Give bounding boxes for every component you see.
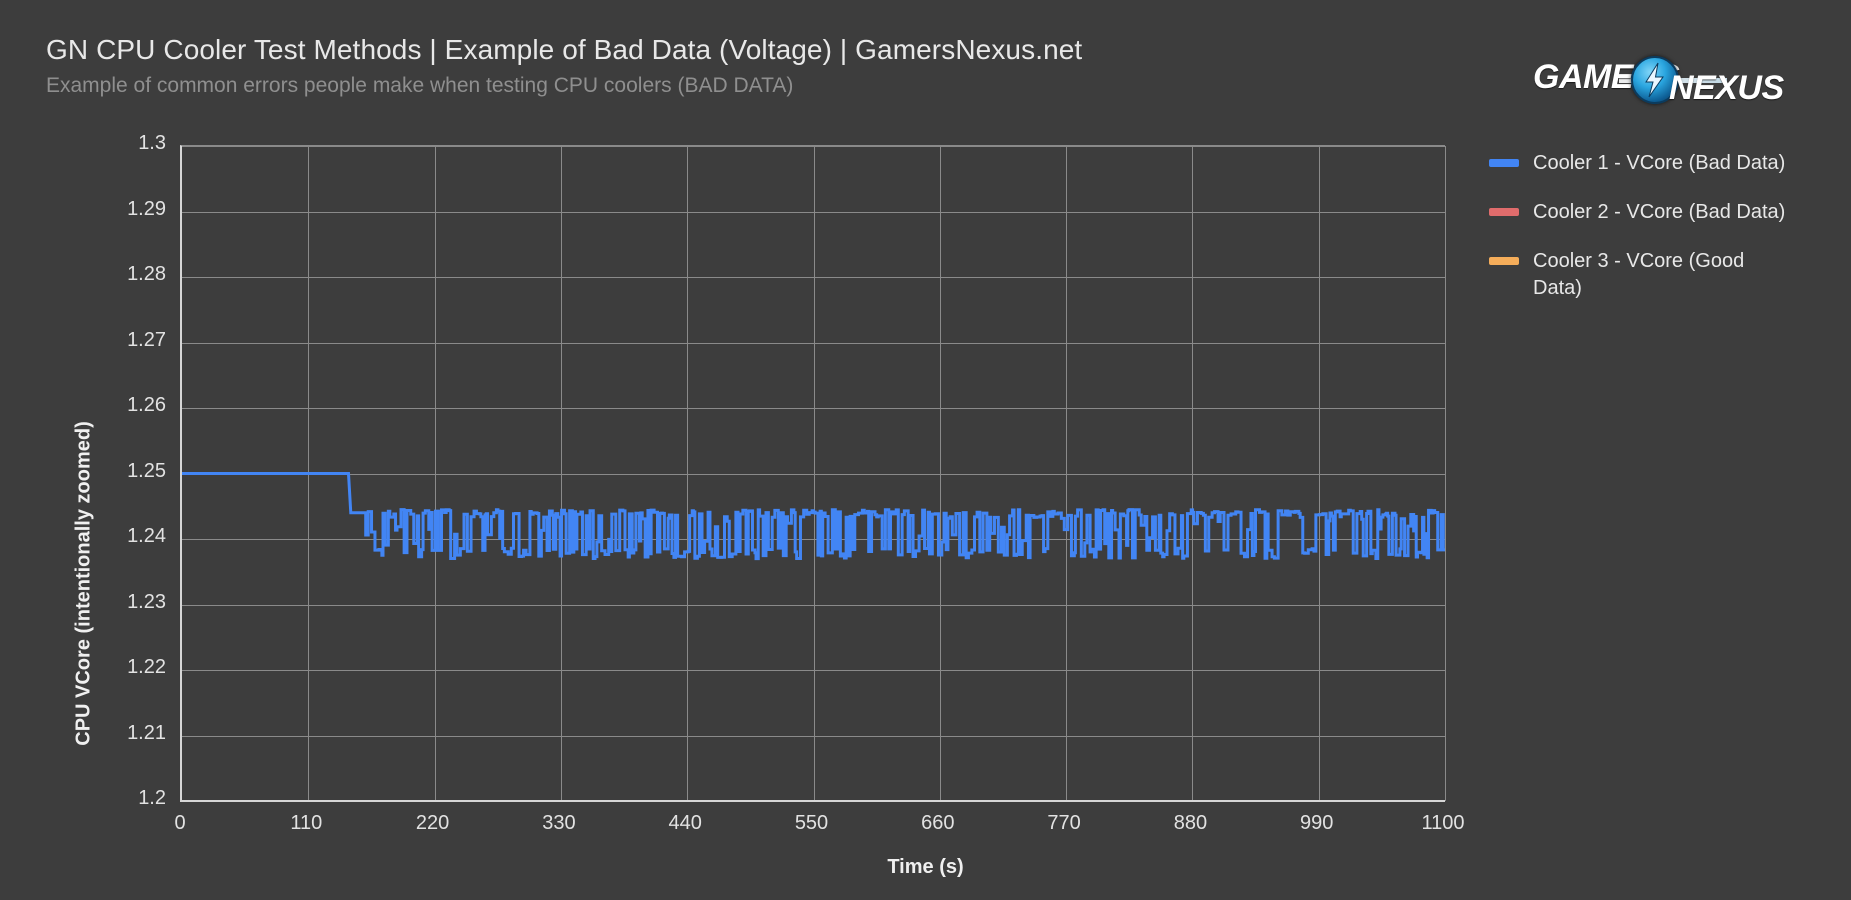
- x-tick-label: 220: [415, 812, 450, 834]
- legend-swatch-icon: [1489, 159, 1519, 167]
- legend-swatch-icon: [1489, 208, 1519, 216]
- gridline-vertical: [1318, 146, 1320, 801]
- x-tick-label: 550: [794, 812, 829, 834]
- y-tick-label: 1.29: [127, 197, 166, 220]
- y-tick-label: 1.27: [127, 328, 166, 351]
- gridline-vertical: [813, 146, 815, 801]
- x-tick-label: 440: [668, 812, 702, 834]
- y-tick-label: 1.25: [127, 459, 166, 482]
- x-tick-label: 1100: [1421, 812, 1465, 834]
- legend-item-label: Cooler 3 - VCore (Good Data): [1533, 250, 1745, 299]
- chart-title: GN CPU Cooler Test Methods | Example of …: [46, 34, 1083, 65]
- x-tick-label: 770: [1047, 812, 1081, 834]
- y-tick-label: 1.28: [127, 263, 166, 285]
- gridline-vertical: [939, 146, 941, 801]
- chart-subtitle: Example of common errors people make whe…: [46, 74, 794, 97]
- series-line-cooler-1: [182, 472, 1445, 561]
- legend-item-label: Cooler 2 - VCore (Bad Data): [1533, 201, 1786, 223]
- x-tick-label: 660: [921, 812, 955, 834]
- gridline-vertical: [1066, 146, 1068, 801]
- legend-swatch-icon: [1489, 257, 1519, 265]
- y-tick-label: 1.2: [138, 787, 166, 809]
- legend: Cooler 1 - VCore (Bad Data) Cooler 2 - VC…: [1489, 150, 1819, 324]
- gridline-vertical: [560, 146, 562, 801]
- plot-right-border: [1445, 146, 1446, 801]
- y-tick-label: 1.23: [127, 590, 166, 613]
- gridline-vertical: [687, 146, 689, 801]
- x-tick-label: 990: [1300, 812, 1334, 834]
- y-tick-label: 1.3: [138, 132, 166, 154]
- x-tick-label: 880: [1173, 812, 1208, 834]
- x-tick-label: 0: [174, 812, 186, 834]
- gridline-vertical: [1192, 146, 1194, 801]
- legend-item-label: Cooler 1 - VCore (Bad Data): [1533, 152, 1786, 174]
- x-tick-label: 110: [290, 812, 323, 834]
- gridline-vertical: [434, 146, 436, 801]
- gamersnexus-logo: GAMERS NEXUS: [1533, 52, 1823, 107]
- x-axis-title: Time (s): [887, 856, 964, 878]
- y-tick-label: 1.26: [127, 394, 166, 416]
- plot-area: [180, 145, 1446, 801]
- y-tick-label: 1.21: [127, 721, 166, 744]
- y-tick-label: 1.22: [127, 656, 166, 678]
- legend-item[interactable]: Cooler 1 - VCore (Bad Data): [1489, 150, 1795, 177]
- x-axis-line: [180, 800, 1445, 802]
- legend-item[interactable]: Cooler 2 - VCore (Bad Data): [1489, 199, 1795, 226]
- x-tick-label: 330: [542, 812, 576, 834]
- legend-item[interactable]: Cooler 3 - VCore (Good Data): [1489, 248, 1795, 302]
- logo-word-nexus: NEXUS: [1669, 69, 1784, 107]
- y-tick-label: 1.24: [127, 525, 166, 547]
- lightning-bolt-emblem-icon: [1631, 56, 1679, 104]
